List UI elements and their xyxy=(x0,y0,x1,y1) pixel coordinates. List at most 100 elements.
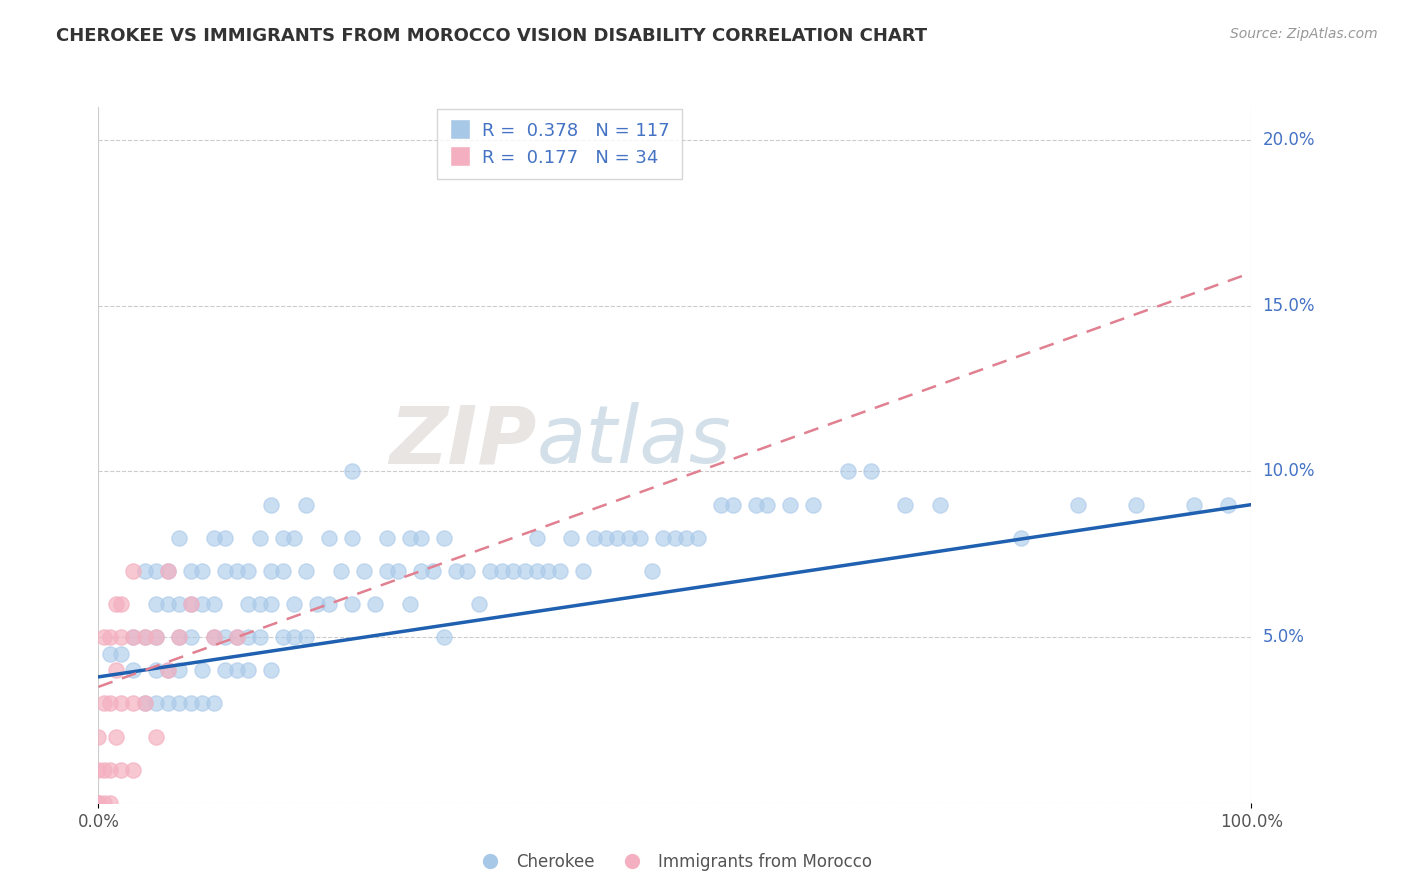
Point xyxy=(191,564,214,578)
Point xyxy=(744,498,766,512)
Point xyxy=(491,564,513,578)
Point xyxy=(398,597,420,611)
Point xyxy=(202,630,225,644)
Point xyxy=(104,663,127,677)
Point xyxy=(93,763,115,777)
Point xyxy=(180,697,202,711)
Point xyxy=(180,597,202,611)
Point xyxy=(145,597,167,611)
Point xyxy=(295,564,318,578)
Point xyxy=(122,663,145,677)
Point xyxy=(110,630,132,644)
Point xyxy=(202,597,225,611)
Point xyxy=(110,597,132,611)
Point xyxy=(1067,498,1090,512)
Point xyxy=(641,564,664,578)
Point xyxy=(837,465,859,479)
Point xyxy=(537,564,560,578)
Point xyxy=(93,697,115,711)
Point xyxy=(340,531,363,545)
Point xyxy=(98,630,121,644)
Point xyxy=(583,531,606,545)
Point xyxy=(307,597,329,611)
Point xyxy=(411,531,433,545)
Point xyxy=(145,663,167,677)
Point xyxy=(202,697,225,711)
Point xyxy=(191,697,214,711)
Point xyxy=(283,630,305,644)
Legend: Cherokee, Immigrants from Morocco: Cherokee, Immigrants from Morocco xyxy=(471,847,879,878)
Point xyxy=(526,531,548,545)
Point xyxy=(225,663,247,677)
Point xyxy=(225,630,247,644)
Point xyxy=(87,796,110,810)
Point xyxy=(652,531,675,545)
Point xyxy=(167,663,190,677)
Text: CHEROKEE VS IMMIGRANTS FROM MOROCCO VISION DISABILITY CORRELATION CHART: CHEROKEE VS IMMIGRANTS FROM MOROCCO VISI… xyxy=(56,27,928,45)
Point xyxy=(513,564,536,578)
Point xyxy=(167,597,190,611)
Point xyxy=(560,531,582,545)
Point xyxy=(617,531,640,545)
Point xyxy=(398,531,420,545)
Point xyxy=(801,498,824,512)
Point xyxy=(411,564,433,578)
Point xyxy=(340,597,363,611)
Point xyxy=(191,597,214,611)
Point xyxy=(387,564,409,578)
Point xyxy=(238,597,260,611)
Point xyxy=(295,630,318,644)
Point xyxy=(156,564,179,578)
Point xyxy=(156,663,179,677)
Point xyxy=(295,498,318,512)
Point xyxy=(167,630,190,644)
Point xyxy=(180,597,202,611)
Point xyxy=(110,763,132,777)
Point xyxy=(156,564,179,578)
Point xyxy=(353,564,375,578)
Point xyxy=(249,630,271,644)
Point xyxy=(444,564,467,578)
Point xyxy=(122,697,145,711)
Point xyxy=(375,564,398,578)
Text: ZIP: ZIP xyxy=(389,402,537,480)
Point xyxy=(1182,498,1205,512)
Point xyxy=(571,564,593,578)
Point xyxy=(145,564,167,578)
Point xyxy=(214,531,236,545)
Text: 20.0%: 20.0% xyxy=(1263,131,1315,149)
Point xyxy=(122,763,145,777)
Point xyxy=(87,730,110,744)
Point xyxy=(595,531,617,545)
Point xyxy=(422,564,444,578)
Point xyxy=(526,564,548,578)
Point xyxy=(156,663,179,677)
Point xyxy=(606,531,628,545)
Point xyxy=(271,630,294,644)
Point xyxy=(145,630,167,644)
Point xyxy=(433,630,456,644)
Point xyxy=(238,630,260,644)
Text: 5.0%: 5.0% xyxy=(1263,628,1305,646)
Point xyxy=(191,663,214,677)
Point xyxy=(929,498,952,512)
Point xyxy=(156,697,179,711)
Point xyxy=(238,663,260,677)
Point xyxy=(167,531,190,545)
Point xyxy=(104,730,127,744)
Point xyxy=(283,531,305,545)
Point xyxy=(260,498,283,512)
Point xyxy=(249,597,271,611)
Point xyxy=(134,697,156,711)
Point xyxy=(271,531,294,545)
Point xyxy=(93,630,115,644)
Point xyxy=(214,564,236,578)
Point xyxy=(710,498,733,512)
Point xyxy=(456,564,478,578)
Point xyxy=(156,597,179,611)
Point xyxy=(686,531,709,545)
Point xyxy=(548,564,571,578)
Point xyxy=(214,663,236,677)
Point xyxy=(238,564,260,578)
Point xyxy=(134,697,156,711)
